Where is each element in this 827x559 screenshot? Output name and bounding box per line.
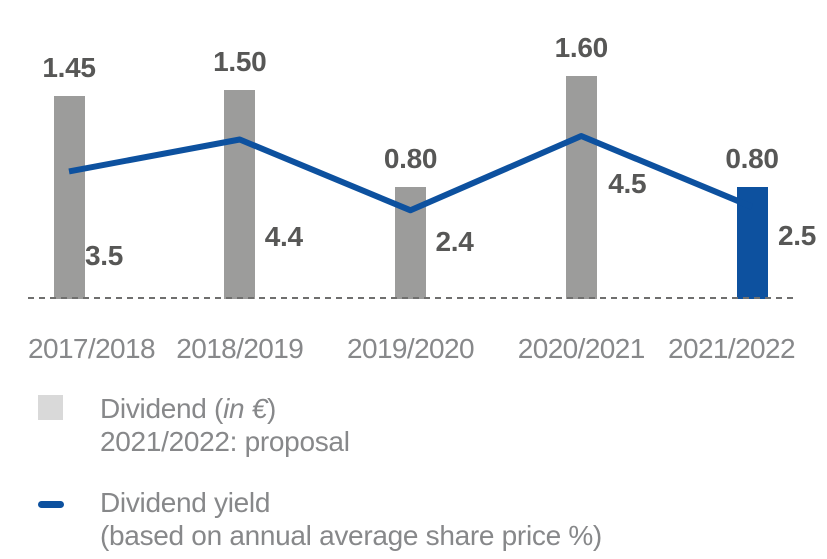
legend-dividend-line1: Dividend (in €) [100, 393, 277, 424]
blue-dash-swatch-icon [38, 501, 64, 508]
dividend-value-label-2017-2018: 1.45 [42, 52, 96, 84]
legend-item-yield: Dividend yield (based on annual average … [38, 486, 602, 552]
legend-dividend-text: Dividend (in €) 2021/2022: proposal [100, 392, 350, 458]
dividend-bar-2020-2021 [565, 75, 597, 299]
dividend-bar-2019-2020 [395, 186, 426, 299]
dividend-bar-2018-2019 [224, 89, 256, 299]
yield-value-label-2017-2018: 3.5 [85, 240, 124, 271]
legend-item-dividend: Dividend (in €) 2021/2022: proposal [38, 392, 350, 458]
legend-swatch-column [38, 392, 100, 420]
dividend-value-label-2019-2020: 0.80 [383, 142, 438, 174]
legend-yield-line2: (based on annual average share price %) [100, 520, 602, 551]
legend-yield-line1: Dividend yield [100, 487, 271, 518]
dividend-bar-2021-2022 [736, 186, 768, 299]
yield-value-label-2018-2019: 4.4 [264, 221, 303, 252]
yield-value-label-2021-2022: 2.5 [778, 220, 817, 251]
axis-label-2020-2021: 2020/2021 [517, 333, 646, 364]
dividend-value-label-2021-2022: 0.80 [725, 142, 779, 174]
axis-label-2019-2020: 2019/2020 [347, 333, 475, 364]
axis-label-2018-2019: 2018/2019 [176, 333, 304, 364]
dividend-value-label-2018-2019: 1.50 [213, 45, 267, 77]
yield-value-label-2019-2020: 2.4 [435, 226, 474, 257]
chart-baseline [28, 297, 798, 299]
legend-swatch-column [38, 486, 100, 508]
legend-yield-text: Dividend yield (based on annual average … [100, 486, 602, 552]
dividend-value-label-2020-2021: 1.60 [554, 31, 609, 63]
yield-value-label-2020-2021: 4.5 [608, 168, 647, 199]
gray-square-swatch-icon [38, 395, 63, 420]
axis-label-2021-2022: 2021/2022 [668, 333, 796, 364]
axis-label-2017-2018: 2017/2018 [28, 333, 156, 364]
dividend-bar-2017-2018 [53, 96, 85, 299]
legend-dividend-line2: 2021/2022: proposal [100, 426, 350, 457]
